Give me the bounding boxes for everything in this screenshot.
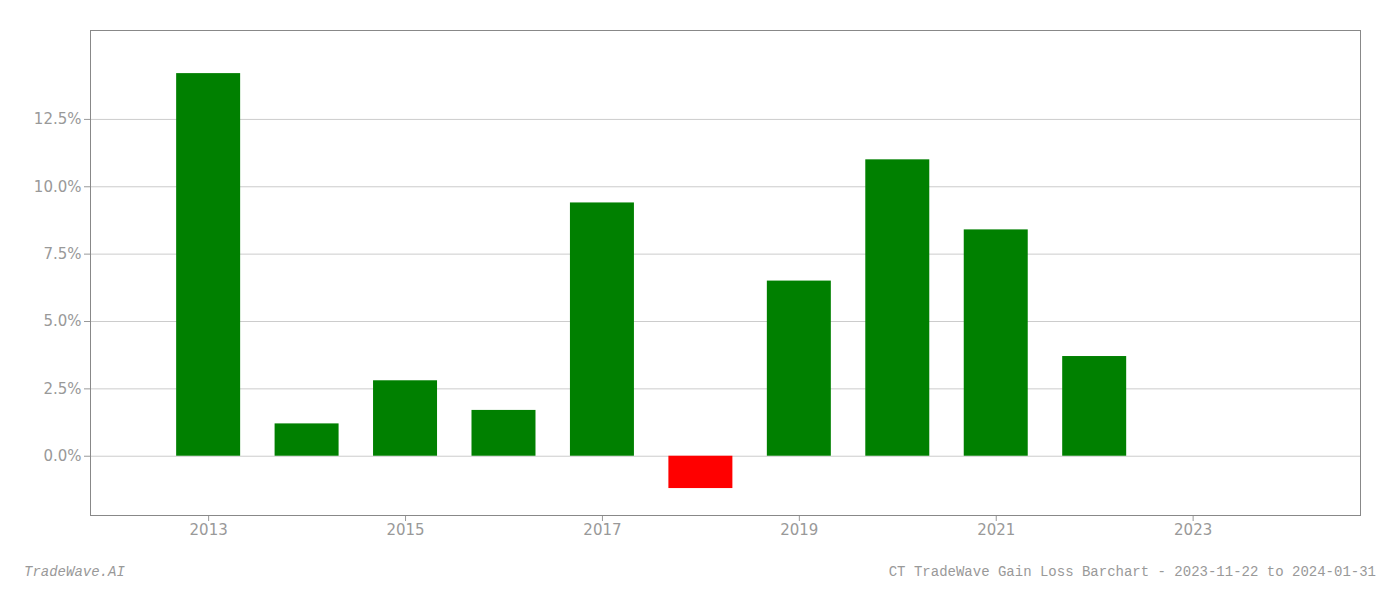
svg-text:10.0%: 10.0% (34, 178, 82, 196)
svg-text:12.5%: 12.5% (34, 110, 82, 128)
svg-text:2021: 2021 (977, 521, 1015, 539)
svg-text:2023: 2023 (1174, 521, 1212, 539)
svg-text:2.5%: 2.5% (43, 380, 81, 398)
svg-text:0.0%: 0.0% (43, 447, 81, 465)
svg-text:2013: 2013 (190, 521, 228, 539)
svg-text:7.5%: 7.5% (43, 245, 81, 263)
svg-text:5.0%: 5.0% (43, 312, 81, 330)
svg-text:2015: 2015 (386, 521, 424, 539)
svg-text:2017: 2017 (583, 521, 621, 539)
svg-text:2019: 2019 (780, 521, 818, 539)
html-text:CT TradeWave Gain Loss Barchar: CT TradeWave Gain Loss Barchart - 2023-1… (888, 564, 1376, 580)
html-text:TradeWave.AI: TradeWave.AI (24, 564, 125, 580)
